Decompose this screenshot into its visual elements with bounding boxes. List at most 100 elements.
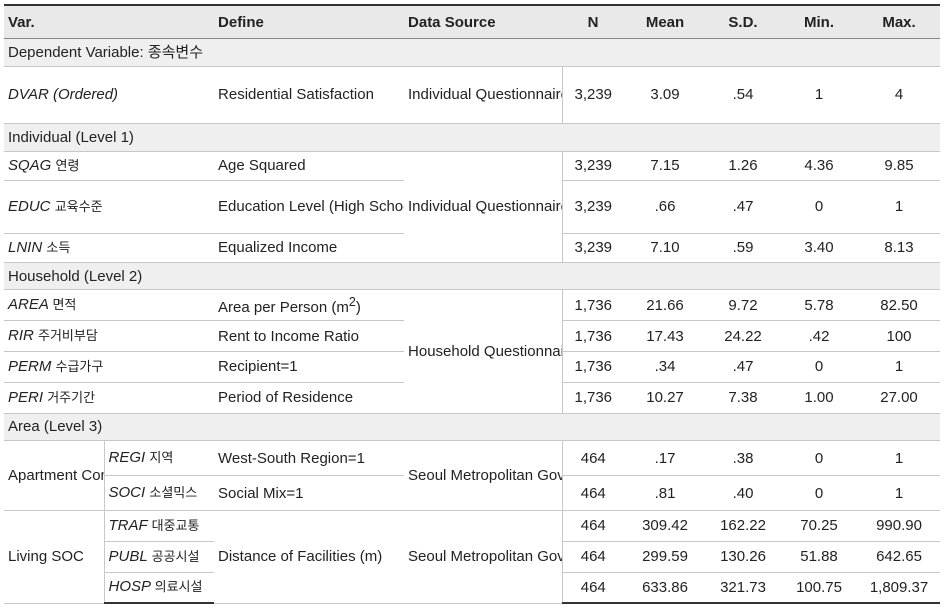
define-text: Area per Person (m [218, 299, 349, 317]
var-cell: RIR 주거비부담 [4, 320, 215, 352]
section-label: Dependent Variable: 종속변수 [4, 38, 941, 67]
mean-cell: 309.42 [624, 510, 707, 542]
mean-cell: 7.15 [624, 151, 707, 181]
var-cell: REGI 지역 [104, 440, 215, 477]
sd-cell: 1.26 [706, 151, 781, 181]
var-cell: EDUC 교육수준 [4, 180, 215, 234]
define-superscript: 2 [348, 295, 356, 310]
source-cell: Household Questionnaire [404, 289, 563, 414]
header-min: Min. [780, 4, 859, 39]
sd-cell: 24.22 [706, 320, 781, 352]
mean-cell: .66 [624, 180, 707, 234]
header-n: N [562, 4, 625, 39]
table-row: SOCI 소셜믹스 Social Mix=1 464 .81 .40 0 1 [4, 475, 941, 512]
mean-cell: .81 [624, 475, 707, 512]
var-code: LNIN [8, 238, 43, 256]
var-cell: AREA 면적 [4, 289, 215, 322]
var-cell: PERM 수급가구 [4, 351, 215, 383]
define-cell: Age Squared [214, 151, 405, 181]
sd-cell: 7.38 [706, 382, 781, 414]
max-cell: 1 [858, 475, 941, 512]
sd-cell: 162.22 [706, 510, 781, 542]
section-household: Household (Level 2) [4, 262, 941, 291]
min-cell: 100.75 [780, 572, 859, 604]
define-cell: Recipient=1 [214, 351, 405, 383]
var-korean: 대중교통 [151, 518, 200, 534]
min-cell: 3.40 [780, 233, 859, 263]
var-code: EDUC [8, 197, 51, 215]
max-cell: 82.50 [858, 289, 941, 322]
define-cell: Equalized Income [214, 233, 405, 263]
n-cell: 3,239 [561, 66, 625, 125]
max-cell: 9.85 [858, 151, 941, 181]
mean-cell: 3.09 [624, 66, 707, 125]
min-cell: 0 [780, 440, 859, 477]
section-label: Household (Level 2) [4, 262, 941, 291]
descriptive-statistics-table: Var. Define Data Source N Mean S.D. Min.… [4, 4, 941, 604]
max-cell: 4 [858, 66, 941, 125]
define-cell: Area per Person (m2) [214, 289, 405, 322]
group-living-soc: Living SOC [4, 510, 105, 604]
group-apartment-complex: Apartment Complex [4, 440, 105, 512]
var-code: PERM [8, 357, 52, 375]
min-cell: 0 [780, 351, 859, 383]
n-cell: 464 [561, 440, 625, 477]
define-cell: Rent to Income Ratio [214, 320, 405, 352]
n-cell: 1,736 [561, 289, 625, 322]
var-korean: 소득 [46, 240, 71, 256]
sd-cell: .59 [706, 233, 781, 263]
sd-cell: .40 [706, 475, 781, 512]
min-cell: 4.36 [780, 151, 859, 181]
var-code: TRAF [108, 516, 148, 534]
mean-cell: 10.27 [624, 382, 707, 414]
table-row: PERI 거주기간 Period of Residence 1,736 10.2… [4, 382, 941, 414]
define-cell: Education Level (High School=1) [214, 180, 405, 234]
table-row: PERM 수급가구 Recipient=1 1,736 .34 .47 0 1 [4, 351, 941, 383]
min-cell: .42 [780, 320, 859, 352]
var-cell: PERI 거주기간 [4, 382, 215, 414]
header-data-source: Data Source [404, 4, 563, 39]
sd-cell: .54 [706, 66, 781, 125]
section-label: Area (Level 3) [4, 413, 941, 442]
source-cell: Individual Questionnaire [404, 151, 563, 263]
var-code: RIR [8, 327, 34, 345]
var-korean: 연령 [55, 158, 80, 174]
table-row: SQAG 연령 Age Squared Individual Questionn… [4, 151, 941, 263]
max-cell: 642.65 [858, 541, 941, 573]
var-code: REGI [108, 449, 146, 467]
header-sd: S.D. [706, 4, 781, 39]
max-cell: 1 [858, 351, 941, 383]
n-cell: 3,239 [561, 233, 625, 263]
var-code: PERI [8, 388, 44, 406]
section-dependent: Dependent Variable: 종속변수 [4, 38, 941, 67]
mean-cell: 7.10 [624, 233, 707, 263]
table-row: Living SOC TRAF 대중교통 Distance of Facilit… [4, 510, 941, 604]
var-korean: 주거비부담 [38, 329, 98, 345]
n-cell: 3,239 [561, 151, 625, 181]
define-cell: West-South Region=1 [214, 440, 405, 477]
max-cell: 100 [858, 320, 941, 352]
table-row: HOSP 의료시설 464 633.86 321.73 100.75 1,809… [4, 572, 941, 604]
min-cell: 70.25 [780, 510, 859, 542]
sd-cell: 9.72 [706, 289, 781, 322]
var-korean: 소셜믹스 [149, 486, 198, 502]
min-cell: 5.78 [780, 289, 859, 322]
define-cell: Distance of Facilities (m) [214, 510, 405, 604]
source-cell: Seoul Metropolitan Government (2018) [404, 440, 563, 512]
table-row: LNIN 소득 Equalized Income 3,239 7.10 .59 … [4, 233, 941, 263]
var-cell: SOCI 소셜믹스 [104, 475, 215, 512]
var-korean: 지역 [149, 451, 174, 467]
min-cell: 51.88 [780, 541, 859, 573]
var-code: AREA [8, 296, 49, 314]
max-cell: 1 [858, 440, 941, 477]
var-korean: 교육수준 [54, 199, 103, 215]
section-area: Area (Level 3) [4, 413, 941, 442]
n-cell: 464 [561, 541, 625, 573]
table-row: RIR 주거비부담 Rent to Income Ratio 1,736 17.… [4, 320, 941, 352]
max-cell: 1,809.37 [858, 572, 941, 604]
mean-cell: 17.43 [624, 320, 707, 352]
header-max: Max. [858, 4, 941, 39]
var-cell: SQAG 연령 [4, 151, 215, 181]
mean-cell: .17 [624, 440, 707, 477]
sd-cell: .47 [706, 180, 781, 234]
